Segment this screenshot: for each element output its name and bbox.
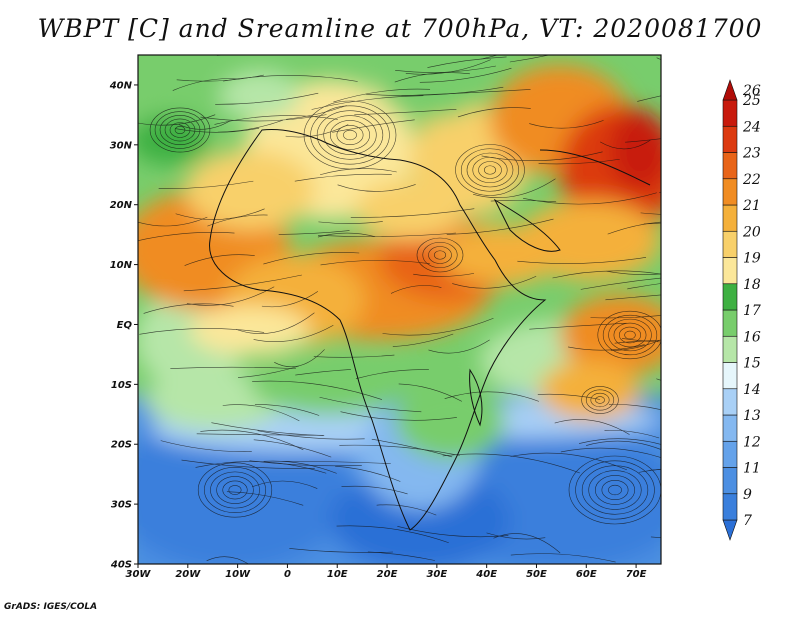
colorbar-label: 9 xyxy=(743,487,752,503)
colorbar-label: 17 xyxy=(743,303,761,319)
colorbar-swatch xyxy=(722,257,738,285)
lat-tick-label: 20N xyxy=(110,200,133,211)
lon-tick-label: 10E xyxy=(327,569,348,580)
lon-tick-label: 40E xyxy=(475,569,497,580)
colorbar-swatch xyxy=(722,493,738,521)
colorbar-label: 22 xyxy=(742,172,761,188)
colorbar-label: 19 xyxy=(743,251,761,267)
colorbar-swatch xyxy=(722,152,738,180)
colorbar-swatch xyxy=(722,519,738,541)
lon-tick-label: 30E xyxy=(426,569,447,580)
colorbar-label: 26 xyxy=(742,83,761,99)
lat-tick-label: 20S xyxy=(111,440,132,451)
colorbar-label: 16 xyxy=(743,329,761,345)
colorbar-swatch xyxy=(722,362,738,390)
colorbar-swatch xyxy=(722,335,738,363)
colorbar-swatch xyxy=(722,440,738,468)
lat-tick-label: 40S xyxy=(110,560,132,571)
colorbar-swatch xyxy=(722,283,738,311)
colorbar-label: 24 xyxy=(742,119,761,135)
lon-tick-label: 10W xyxy=(225,569,251,580)
colorbar-swatch xyxy=(722,230,738,258)
colorbar-swatch xyxy=(722,125,738,153)
colorbar-swatch xyxy=(722,79,738,101)
colorbar-label: 21 xyxy=(742,198,761,214)
map-title: WBPT [C] and Sreamline at 700hPa, VT: 20… xyxy=(37,14,763,43)
colorbar-label: 13 xyxy=(743,408,761,424)
colorbar-label: 18 xyxy=(743,277,761,293)
colorbar-label: 15 xyxy=(743,356,761,372)
lon-tick-label: 60E xyxy=(576,569,597,580)
lat-tick-label: 30S xyxy=(111,500,132,511)
lon-tick-label: 20E xyxy=(377,569,398,580)
lon-tick-label: 20W xyxy=(175,569,201,580)
coastlines xyxy=(209,129,651,531)
colorbar-label: 7 xyxy=(743,513,752,529)
latitude-axis: 40N 30N 20N 10N EQ 10S 20S 30S 40S xyxy=(109,80,138,571)
streamlines xyxy=(138,55,661,564)
colorbar-label: 25 xyxy=(742,93,761,109)
lon-tick-label: 0 xyxy=(284,569,291,580)
lat-tick-label: 30N xyxy=(110,140,133,151)
colorbar-swatch xyxy=(722,309,738,337)
colorbar-label: 23 xyxy=(742,146,761,162)
colorbar-swatch xyxy=(722,178,738,206)
colorbar-label: 14 xyxy=(743,382,761,398)
lon-tick-label: 50E xyxy=(526,569,547,580)
lon-tick-label: 70E xyxy=(626,569,647,580)
colorbar-swatch xyxy=(722,414,738,442)
colorbar-swatch xyxy=(722,388,738,416)
grads-credit: GrADS: IGES/COLA xyxy=(4,602,98,612)
colorbar-swatch xyxy=(722,204,738,232)
plot-frame xyxy=(137,54,662,565)
colorbar-swatch xyxy=(722,99,738,127)
longitude-axis: 30W 20W 10W 0 10E 20E 30E 40E 50E 60E 70E xyxy=(126,564,647,580)
lat-tick-label: EQ xyxy=(117,320,133,331)
colorbar-label: 20 xyxy=(742,224,761,240)
lat-tick-label: 40N xyxy=(109,80,133,91)
temperature-field xyxy=(138,55,661,564)
lat-tick-label: 10N xyxy=(110,260,133,271)
lon-tick-label: 30W xyxy=(126,569,152,580)
colorbar-label: 12 xyxy=(743,434,761,450)
lat-tick-label: 10S xyxy=(111,380,132,391)
colorbar-label: 11 xyxy=(743,461,761,477)
colorbar-swatch xyxy=(722,467,738,495)
